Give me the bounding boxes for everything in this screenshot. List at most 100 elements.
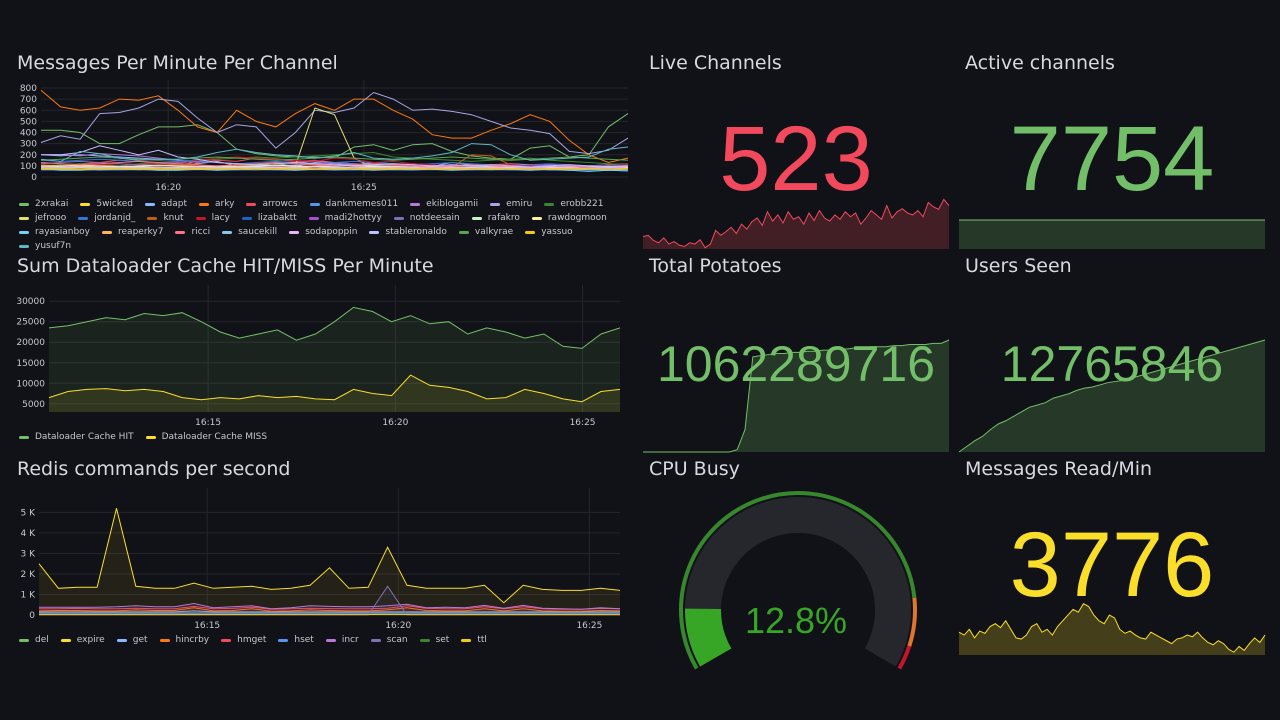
legend-label: rayasianboy bbox=[35, 227, 91, 237]
y-tick-label: 5000 bbox=[22, 400, 45, 410]
y-tick-label: 4 K bbox=[21, 529, 37, 539]
legend-item[interactable]: set bbox=[419, 635, 449, 645]
sparkline bbox=[958, 339, 1266, 453]
series-line-ricci bbox=[40, 160, 629, 169]
panel-title[interactable]: Live Channels bbox=[649, 52, 782, 74]
legend-label: rafakro bbox=[487, 213, 520, 223]
series-line-hmget bbox=[39, 605, 621, 610]
legend-label: valkyrae bbox=[474, 227, 514, 237]
legend-item[interactable]: madi2hottyy bbox=[308, 213, 382, 223]
legend-item[interactable]: adapt bbox=[145, 199, 187, 209]
chart-legend: 2xrakai 5wicked adapt arky arrowcs dankmemes0… bbox=[19, 199, 629, 251]
panel-title[interactable]: Redis commands per second bbox=[17, 458, 291, 480]
series-line-Dataloader-Cache-HIT bbox=[48, 306, 621, 349]
legend-item[interactable]: scan bbox=[370, 635, 408, 645]
legend-item[interactable]: notdeesain bbox=[393, 213, 460, 223]
series-line-scan bbox=[39, 585, 620, 616]
legend-item[interactable]: 2xrakai bbox=[19, 199, 68, 209]
series-line-expire bbox=[38, 508, 621, 604]
legend-label: arky bbox=[215, 199, 235, 209]
series-line-sodapoppin bbox=[40, 166, 629, 169]
legend-swatch bbox=[461, 638, 472, 642]
redis-chart: 0 1 K 2 K 3 K 4 K 5 K 16:15 16:20 16:25 bbox=[21, 488, 621, 631]
legend-label: hset bbox=[294, 635, 314, 645]
stat-value: 7754 bbox=[1009, 108, 1215, 210]
sparkline bbox=[643, 339, 950, 453]
x-tick-label: 16:20 bbox=[385, 621, 411, 631]
legend-item[interactable]: yassuo bbox=[525, 227, 573, 237]
panel-title[interactable]: Active channels bbox=[965, 52, 1115, 74]
legend-swatch bbox=[278, 638, 289, 642]
legend-swatch bbox=[102, 230, 113, 234]
legend-item[interactable]: dankmemes011 bbox=[309, 199, 398, 209]
series-area-Dataloader-Cache-MISS bbox=[49, 375, 620, 412]
legend-item[interactable]: del bbox=[19, 635, 49, 645]
legend-item[interactable]: Dataloader Cache HIT bbox=[19, 432, 134, 442]
legend-label: scan bbox=[386, 635, 408, 645]
series-line-incr bbox=[39, 602, 621, 610]
stat-value: 523 bbox=[719, 108, 873, 210]
legend-item[interactable]: get bbox=[116, 635, 148, 645]
legend-item[interactable]: 5wicked bbox=[80, 199, 133, 209]
legend-item[interactable]: ricci bbox=[175, 227, 210, 237]
legend-item[interactable]: hset bbox=[278, 635, 314, 645]
legend-item[interactable]: reaperky7 bbox=[102, 227, 163, 237]
legend-swatch bbox=[325, 638, 336, 642]
legend-item[interactable]: hmget bbox=[221, 635, 266, 645]
legend-swatch bbox=[471, 216, 482, 220]
legend-label: madi2hottyy bbox=[324, 213, 382, 223]
legend-item[interactable]: arky bbox=[199, 199, 234, 209]
legend-item[interactable]: incr bbox=[325, 635, 359, 645]
legend-item[interactable]: hincrby bbox=[159, 635, 209, 645]
legend-item[interactable]: valkyrae bbox=[458, 227, 514, 237]
y-tick-label: 700 bbox=[20, 95, 37, 105]
y-tick-label: 0 bbox=[31, 173, 37, 183]
legend-item[interactable]: lizabaktt bbox=[241, 213, 297, 223]
legend-label: jordanjd_ bbox=[94, 213, 136, 223]
gauge-value: 12.8% bbox=[744, 600, 848, 641]
legend-item[interactable]: rayasianboy bbox=[19, 227, 90, 237]
dataloader-chart: 5000 10000 15000 20000 25000 30000 16:15 16:20 1… bbox=[16, 285, 621, 428]
panel-title[interactable]: Messages Per Minute Per Channel bbox=[17, 52, 338, 74]
legend-item[interactable]: saucekill bbox=[222, 227, 277, 237]
legend-item[interactable]: Dataloader Cache MISS bbox=[145, 432, 268, 442]
legend-label: sodapoppin bbox=[305, 227, 358, 237]
sparkline-area bbox=[959, 220, 1265, 249]
legend-item[interactable]: knut bbox=[147, 213, 184, 223]
legend-item[interactable]: yusuf7n bbox=[19, 241, 71, 251]
series-area-expire bbox=[39, 508, 620, 615]
sparkline-line bbox=[642, 198, 950, 249]
legend-item[interactable]: jefrooo bbox=[19, 213, 66, 223]
legend-item[interactable]: emiru bbox=[490, 199, 532, 209]
x-tick-label: 16:20 bbox=[155, 183, 181, 193]
legend-item[interactable]: ekiblogamii bbox=[410, 199, 478, 209]
legend-label: Dataloader Cache MISS bbox=[161, 432, 268, 442]
legend-swatch bbox=[370, 638, 381, 642]
sparkline-area bbox=[643, 340, 949, 452]
legend-item[interactable]: lacy bbox=[195, 213, 230, 223]
y-tick-label: 600 bbox=[20, 106, 37, 116]
legend-item[interactable]: ttl bbox=[461, 635, 487, 645]
legend-item[interactable]: jordanjd_ bbox=[78, 213, 135, 223]
legend-label: erobb221 bbox=[560, 199, 604, 209]
panel-title[interactable]: Users Seen bbox=[965, 255, 1072, 277]
legend-item[interactable]: erobb221 bbox=[544, 199, 604, 209]
panel-title[interactable]: Total Potatoes bbox=[649, 255, 782, 277]
sparkline-area bbox=[959, 603, 1265, 655]
panel-title[interactable]: CPU Busy bbox=[649, 458, 740, 480]
legend-swatch bbox=[490, 202, 501, 206]
stat-value: 12765846 bbox=[1000, 336, 1224, 392]
legend-item[interactable]: expire bbox=[60, 635, 105, 645]
legend-item[interactable]: rafakro bbox=[471, 213, 520, 223]
legend-item[interactable]: stableronaldo bbox=[369, 227, 447, 237]
sparkline-line bbox=[958, 339, 1266, 453]
panel-title[interactable]: Sum Dataloader Cache HIT/MISS Per Minute bbox=[17, 255, 434, 277]
legend-item[interactable]: arrowcs bbox=[246, 199, 298, 209]
legend-item[interactable]: sodapoppin bbox=[289, 227, 357, 237]
y-tick-label: 400 bbox=[20, 129, 37, 139]
legend-item[interactable]: rawdogmoon bbox=[531, 213, 607, 223]
panel-active-channels: Active channels 7754 bbox=[959, 52, 1265, 249]
threshold-band bbox=[679, 491, 917, 670]
panel-title[interactable]: Messages Read/Min bbox=[965, 458, 1153, 480]
y-tick-label: 20000 bbox=[16, 338, 45, 348]
